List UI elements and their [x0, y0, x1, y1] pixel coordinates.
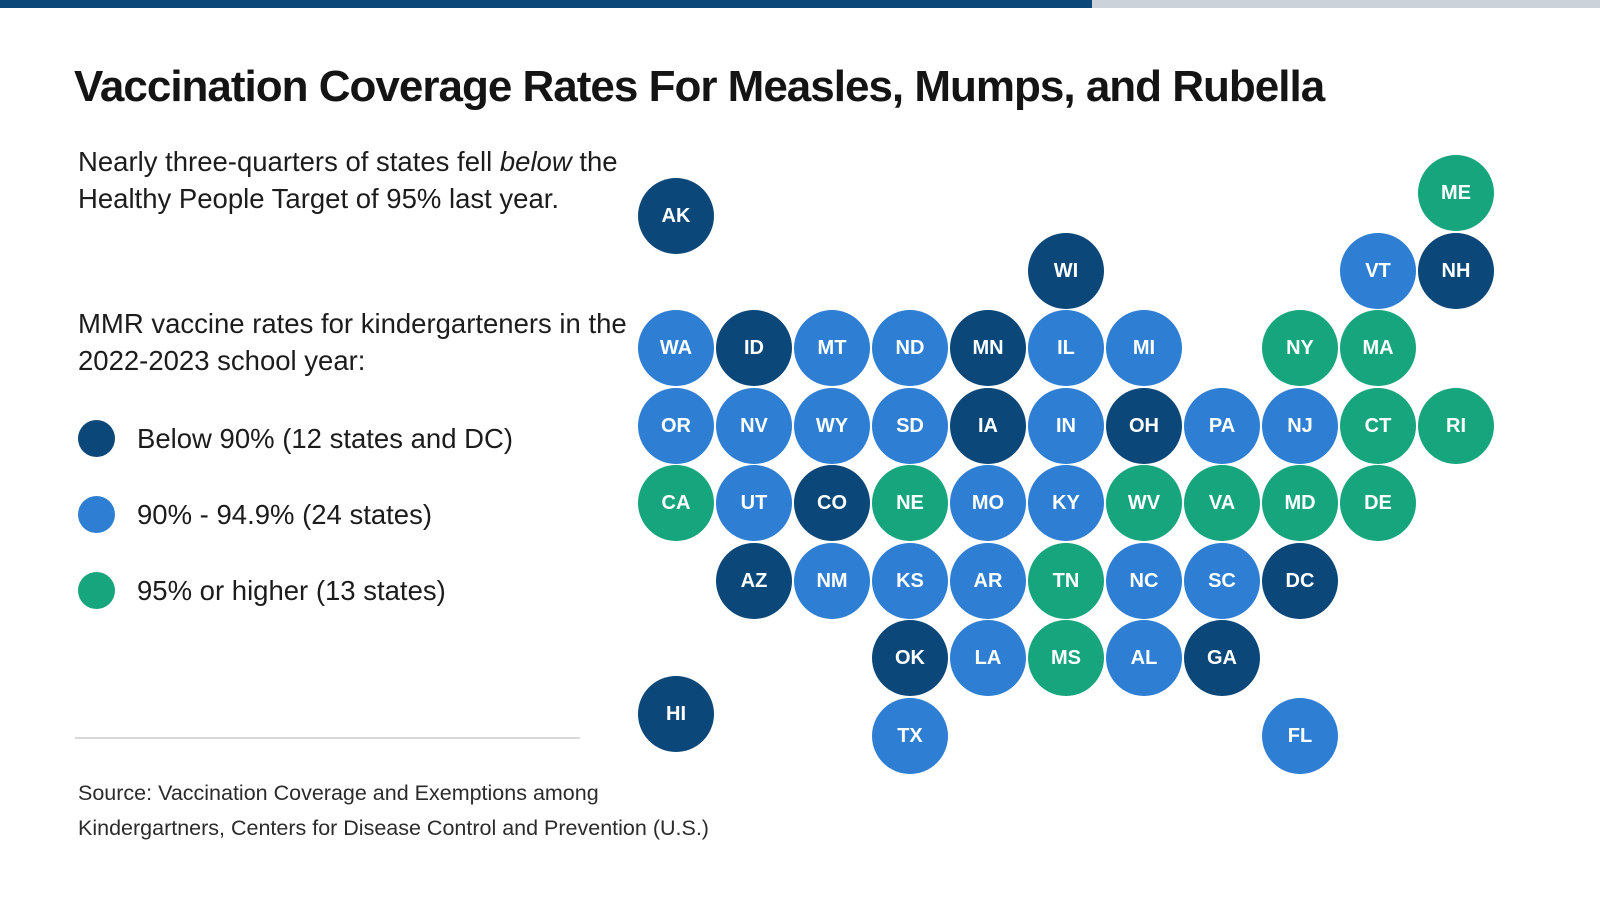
state-tile-wv: WV: [1106, 465, 1182, 541]
state-tile-ar: AR: [950, 543, 1026, 619]
legend-label-below_90: Below 90% (12 states and DC): [137, 422, 514, 454]
state-tile-fl: FL: [1262, 698, 1338, 774]
state-tile-mn: MN: [950, 310, 1026, 386]
source-line-2: Kindergartners, Centers for Disease Cont…: [78, 815, 709, 840]
state-tile-nv: NV: [716, 388, 792, 464]
state-tile-va: VA: [1184, 465, 1260, 541]
state-tile-ok: OK: [872, 620, 948, 696]
state-tile-ut: UT: [716, 465, 792, 541]
state-tile-nm: NM: [794, 543, 870, 619]
intro-p1-before: Nearly three-quarters of states fell: [78, 146, 500, 177]
state-tile-az: AZ: [716, 543, 792, 619]
state-tile-mi: MI: [1106, 310, 1182, 386]
state-tile-ri: RI: [1418, 388, 1494, 464]
source-text: Source: Vaccination Coverage and Exempti…: [78, 776, 709, 846]
state-tile-dc: DC: [1262, 543, 1338, 619]
state-tile-sd: SD: [872, 388, 948, 464]
state-tile-nd: ND: [872, 310, 948, 386]
state-tile-ia: IA: [950, 388, 1026, 464]
state-tile-ms: MS: [1028, 620, 1104, 696]
state-tile-tx: TX: [872, 698, 948, 774]
legend-label-90_to_94: 90% - 94.9% (24 states): [137, 498, 433, 530]
state-tile-wa: WA: [638, 310, 714, 386]
state-tile-ma: MA: [1340, 310, 1416, 386]
state-tile-ks: KS: [872, 543, 948, 619]
state-tile-co: CO: [794, 465, 870, 541]
state-tile-or: OR: [638, 388, 714, 464]
state-tile-al: AL: [1106, 620, 1182, 696]
state-tile-mo: MO: [950, 465, 1026, 541]
legend: Below 90% (12 states and DC) 90% - 94.9% …: [78, 420, 513, 648]
state-tile-nc: NC: [1106, 543, 1182, 619]
state-tile-nj: NJ: [1262, 388, 1338, 464]
state-tile-mt: MT: [794, 310, 870, 386]
legend-item-95_plus: 95% or higher (13 states): [78, 572, 513, 609]
legend-dot-90_to_94: [78, 496, 115, 533]
top-accent-bar-light: [1092, 0, 1600, 8]
intro-paragraph-2: MMR vaccine rates for kindergarteners in…: [78, 308, 627, 377]
intro-p1-italic: below: [499, 146, 572, 177]
legend-item-90_to_94: 90% - 94.9% (24 states): [78, 496, 513, 533]
divider: [75, 737, 580, 739]
state-tile-ak: AK: [638, 178, 714, 254]
state-tile-wi: WI: [1028, 233, 1104, 309]
state-tile-wy: WY: [794, 388, 870, 464]
state-tile-hi: HI: [638, 676, 714, 752]
state-tile-ne: NE: [872, 465, 948, 541]
state-tile-tn: TN: [1028, 543, 1104, 619]
state-tile-de: DE: [1340, 465, 1416, 541]
state-tile-nh: NH: [1418, 233, 1494, 309]
state-tile-oh: OH: [1106, 388, 1182, 464]
state-tile-sc: SC: [1184, 543, 1260, 619]
state-tile-ca: CA: [638, 465, 714, 541]
legend-dot-95_plus: [78, 572, 115, 609]
legend-item-below_90: Below 90% (12 states and DC): [78, 420, 513, 457]
legend-label-95_plus: 95% or higher (13 states): [137, 574, 446, 606]
state-tile-md: MD: [1262, 465, 1338, 541]
top-accent-bar: [0, 0, 1092, 8]
state-tile-vt: VT: [1340, 233, 1416, 309]
state-tile-il: IL: [1028, 310, 1104, 386]
legend-dot-below_90: [78, 420, 115, 457]
state-tile-id: ID: [716, 310, 792, 386]
page-title: Vaccination Coverage Rates For Measles, …: [74, 62, 1325, 111]
state-tile-ny: NY: [1262, 310, 1338, 386]
state-tile-ga: GA: [1184, 620, 1260, 696]
state-tile-pa: PA: [1184, 388, 1260, 464]
state-tile-la: LA: [950, 620, 1026, 696]
state-tile-ct: CT: [1340, 388, 1416, 464]
state-tile-in: IN: [1028, 388, 1104, 464]
state-tile-map: AK ME VT NH WI WA ID MT ND MN IL MI NY MA OR NV WY SD IA IN…: [638, 155, 1538, 795]
state-tile-me: ME: [1418, 155, 1494, 231]
source-line-1: Source: Vaccination Coverage and Exempti…: [78, 781, 599, 805]
intro-p1-after: the Healthy People Target of 95% last ye…: [78, 146, 618, 215]
state-tile-ky: KY: [1028, 465, 1104, 541]
intro-paragraph-1: Nearly three-quarters of states fell bel…: [78, 143, 638, 218]
